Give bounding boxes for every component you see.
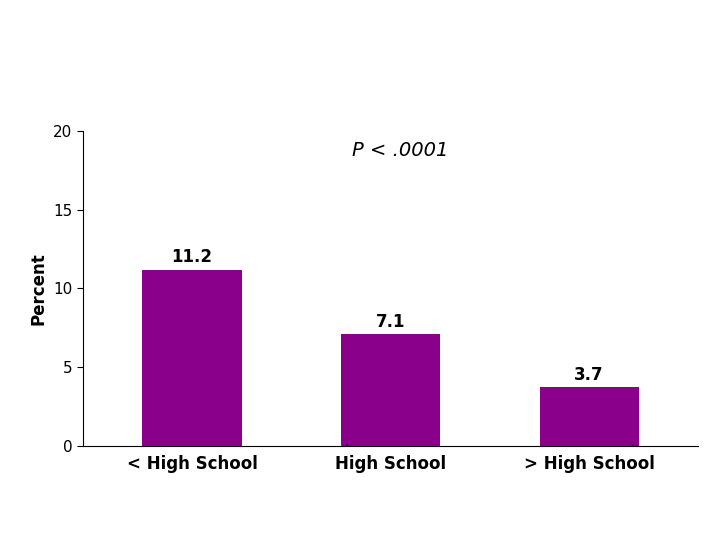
Text: 11.2: 11.2 — [171, 248, 212, 266]
Text: 7.1: 7.1 — [376, 313, 405, 331]
Text: 3.7: 3.7 — [575, 366, 604, 384]
Y-axis label: Percent: Percent — [30, 252, 48, 325]
Text: P < .0001: P < .0001 — [352, 140, 449, 160]
Bar — [143, 269, 242, 445]
Bar — [341, 334, 440, 445]
Text: Prevalence of LKSBS: Prevalence of LKSBS — [112, 24, 420, 50]
Bar — [539, 387, 639, 446]
Text: by Maternal Education: by Maternal Education — [99, 63, 434, 89]
